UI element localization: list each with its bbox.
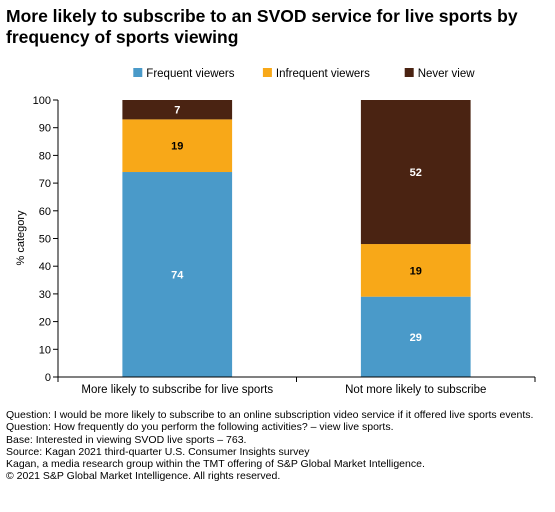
data-label-1-0: 29 — [410, 332, 422, 344]
data-label-1-1: 19 — [410, 265, 422, 277]
data-label-1-2: 52 — [410, 167, 422, 179]
bars: 74 19 7 29 19 52 — [122, 100, 471, 377]
legend-swatch-1 — [262, 68, 272, 77]
y-tick-label: 100 — [33, 95, 51, 107]
y-tick-label: 10 — [39, 344, 51, 356]
bar-segment-0-1 — [122, 119, 233, 173]
stacked-bar-chart: Frequent viewers Infrequent viewers Never … — [15, 68, 536, 396]
y-tick-label: 30 — [39, 289, 51, 301]
legend-label-2: Never view — [418, 68, 476, 80]
y-tick-label: 20 — [39, 317, 51, 329]
x-tick-label: Not more likely to subscribe — [345, 384, 486, 396]
chart-title: More likely to subscribe to an SVOD serv… — [6, 6, 518, 47]
y-tick-label: 70 — [39, 178, 51, 190]
question-note: Question: I would be more likely to subs… — [6, 409, 534, 434]
y-tick-label: 60 — [39, 206, 51, 218]
copyright-note: © 2021 S&P Global Market Intelligence. A… — [6, 470, 281, 483]
chart-notes: Question: I would be more likely to subs… — [6, 409, 551, 483]
bar-segment-1-2 — [360, 100, 471, 245]
kagan-note: Kagan, a media research group within the… — [6, 458, 425, 471]
chart-legend: Frequent viewers Infrequent viewers Never … — [133, 68, 475, 80]
legend-swatch-2 — [404, 68, 414, 77]
bar-segment-0-0 — [122, 172, 233, 377]
bar-segment-1-0 — [360, 296, 471, 377]
x-axis: More likely to subscribe for live sports… — [57, 376, 536, 396]
legend-label-1: Infrequent viewers — [276, 68, 370, 80]
data-label-0-2: 7 — [174, 105, 180, 117]
legend-label-0: Frequent viewers — [146, 68, 234, 80]
y-axis: 0 10 20 30 40 50 60 70 80 90 100 — [33, 95, 59, 384]
y-tick-label: 90 — [39, 123, 51, 135]
y-tick-label: 80 — [39, 150, 51, 162]
x-tick-label: More likely to subscribe for live sports — [81, 384, 273, 396]
y-tick-label: 50 — [39, 234, 51, 246]
y-axis-label: % category — [15, 210, 27, 266]
data-label-0-0: 74 — [171, 270, 184, 282]
data-label-0-1: 19 — [171, 141, 183, 153]
source-note: Source: Kagan 2021 third-quarter U.S. Co… — [6, 445, 310, 458]
y-tick-label: 0 — [45, 372, 51, 384]
bar-segment-1-1 — [360, 244, 471, 297]
base-note: Base: Interested in viewing SVOD live sp… — [6, 433, 247, 446]
y-tick-label: 40 — [39, 261, 51, 273]
legend-swatch-0 — [133, 68, 143, 77]
bar-segment-0-2 — [122, 100, 233, 120]
